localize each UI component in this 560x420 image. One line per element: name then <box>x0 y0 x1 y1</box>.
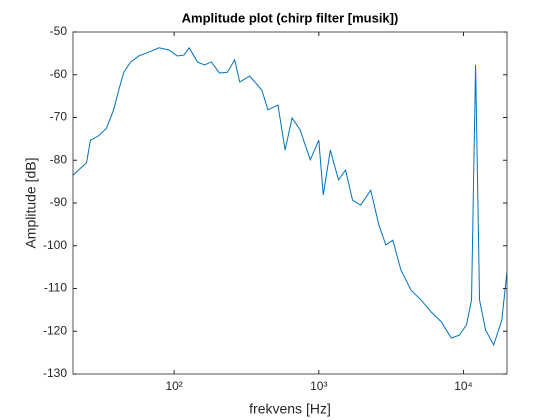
x-tick-label: 10² <box>165 379 182 393</box>
y-axis-label: Amplitude [dB] <box>23 157 39 248</box>
y-tick-label: -80 <box>50 152 68 166</box>
x-tick-label: 10⁴ <box>454 379 473 393</box>
y-tick-label: -100 <box>43 238 67 252</box>
x-tick-label: 10³ <box>310 379 327 393</box>
y-tick-label: -130 <box>43 366 67 380</box>
y-tick-label: -70 <box>50 110 68 124</box>
x-axis-label: frekvens [Hz] <box>249 401 331 417</box>
line <box>73 46 507 347</box>
y-tick-label: -60 <box>50 67 68 81</box>
y-tick-label: -90 <box>50 195 68 209</box>
y-tick-label: -50 <box>50 24 68 38</box>
y-tick-label: -110 <box>44 281 67 295</box>
y-tick-label: -120 <box>43 323 67 337</box>
chart-title: Amplitude plot (chirp filter [musik]) <box>182 10 399 25</box>
